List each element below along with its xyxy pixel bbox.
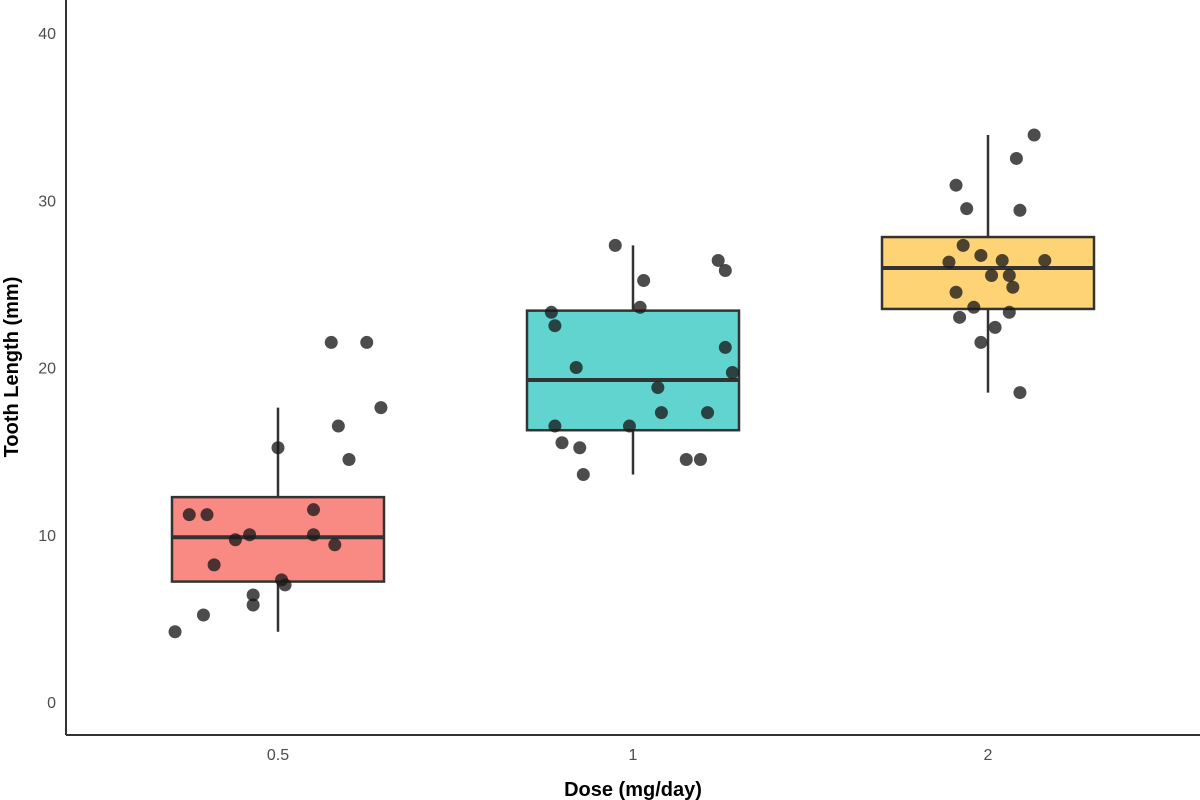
data-point xyxy=(342,452,356,466)
data-point xyxy=(1013,203,1027,217)
data-point xyxy=(974,248,988,262)
data-point xyxy=(207,558,221,572)
data-point xyxy=(974,335,988,349)
data-point xyxy=(168,625,182,639)
data-point xyxy=(960,202,974,216)
data-point xyxy=(949,178,963,192)
x-axis-title: Dose (mg/day) xyxy=(564,779,702,800)
y-axis-title: Tooth Length (mm) xyxy=(1,277,23,458)
data-point xyxy=(548,419,562,433)
data-point xyxy=(576,468,590,482)
data-point xyxy=(569,361,583,374)
y-tick-label: 30 xyxy=(38,193,56,210)
x-tick-label: 2 xyxy=(984,747,993,764)
y-axis-ticks: 0 10 20 30 40 xyxy=(38,26,56,712)
data-point xyxy=(271,441,285,455)
data-point xyxy=(701,406,715,420)
data-point xyxy=(246,598,260,612)
data-point xyxy=(622,419,636,433)
data-point xyxy=(608,238,622,252)
data-point xyxy=(243,528,257,542)
data-point xyxy=(182,508,196,522)
data-point xyxy=(953,310,967,324)
data-point xyxy=(1002,305,1016,319)
data-point xyxy=(573,441,587,455)
data-point xyxy=(949,285,963,299)
data-point xyxy=(307,528,320,542)
data-point xyxy=(544,305,558,319)
data-point xyxy=(324,335,338,349)
data-point xyxy=(374,401,388,415)
data-point xyxy=(328,538,342,552)
jitter-points-group xyxy=(168,128,1052,639)
x-axis-ticks: 0.5 1 2 xyxy=(267,747,993,764)
data-point xyxy=(633,300,647,314)
data-point xyxy=(651,381,665,395)
data-point xyxy=(1006,280,1020,294)
y-tick-label: 40 xyxy=(38,26,56,43)
x-tick-label: 0.5 xyxy=(267,747,289,764)
data-point xyxy=(711,253,725,267)
x-tick-label: 1 xyxy=(629,747,638,764)
data-point xyxy=(654,406,668,420)
data-point xyxy=(693,452,707,466)
data-point xyxy=(725,366,739,380)
data-point xyxy=(196,608,210,622)
y-tick-label: 10 xyxy=(38,528,56,545)
data-point xyxy=(246,588,260,602)
data-point xyxy=(1009,151,1023,165)
data-point xyxy=(942,255,956,269)
data-point xyxy=(200,508,214,522)
data-point xyxy=(995,253,1009,267)
data-point xyxy=(228,533,242,547)
data-point xyxy=(967,300,981,314)
data-point xyxy=(1038,253,1052,267)
data-point xyxy=(307,503,320,517)
y-tick-label: 20 xyxy=(38,361,56,378)
data-point xyxy=(718,340,732,354)
boxplot-group xyxy=(170,135,1096,632)
data-point xyxy=(360,335,374,349)
data-point xyxy=(275,573,289,587)
data-point xyxy=(988,320,1002,334)
data-point xyxy=(956,238,970,252)
data-point xyxy=(548,319,562,333)
data-point xyxy=(1002,269,1016,283)
data-point xyxy=(1013,386,1027,400)
y-tick-label: 0 xyxy=(47,695,56,712)
data-point xyxy=(679,452,693,466)
data-point xyxy=(985,269,999,283)
data-point xyxy=(555,436,569,450)
data-point xyxy=(718,263,732,277)
data-point xyxy=(331,419,345,433)
data-point xyxy=(1027,128,1041,142)
data-point xyxy=(637,274,651,288)
